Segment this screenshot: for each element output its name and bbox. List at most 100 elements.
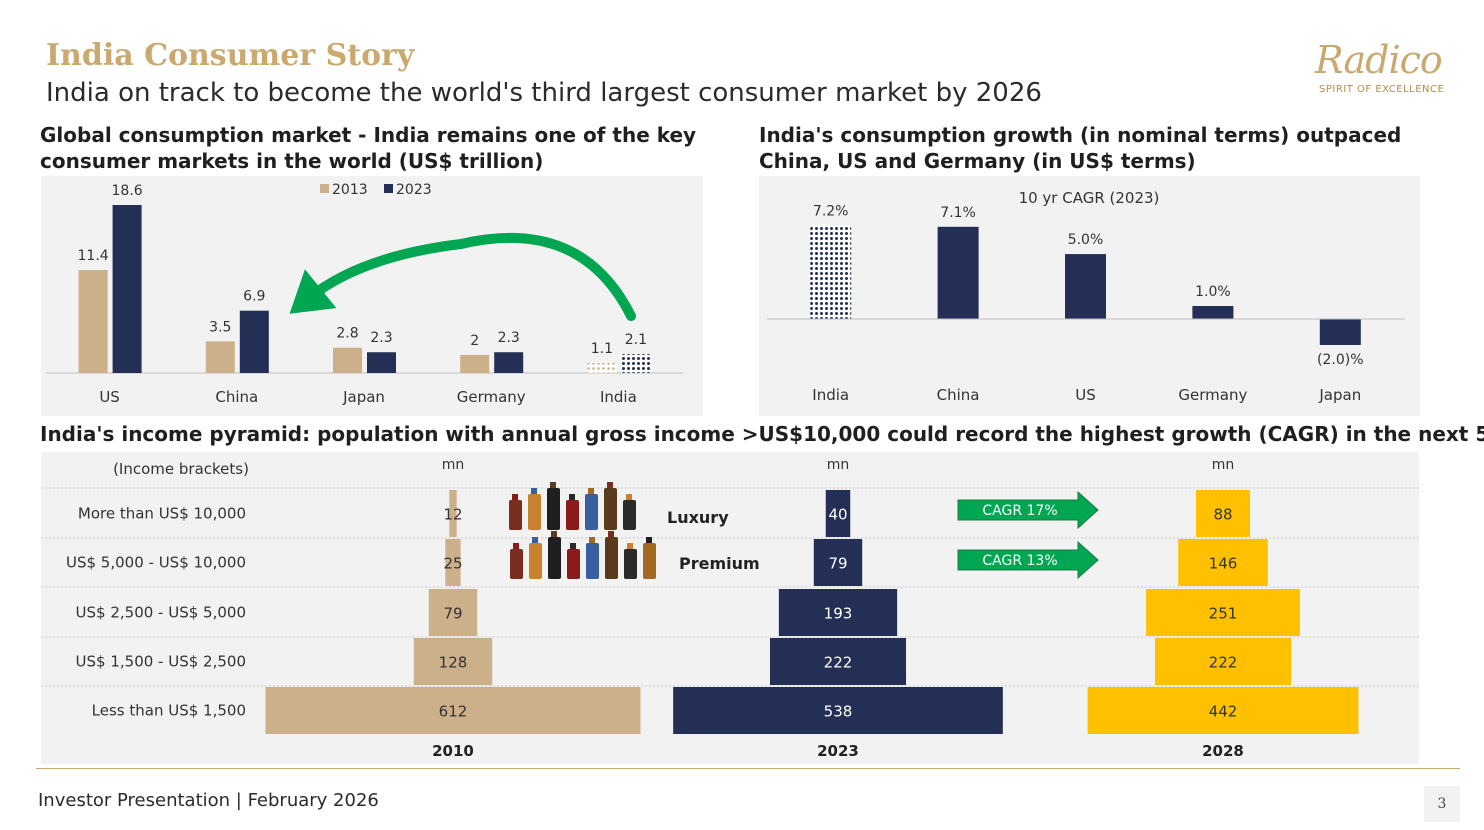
cagr-arrow-label: CAGR 13% bbox=[982, 553, 1057, 569]
income-bracket-label: US$ 1,500 - US$ 2,500 bbox=[76, 653, 246, 671]
luxury-bottle-icon bbox=[626, 494, 632, 502]
cagr-data-label: 1.0% bbox=[1195, 284, 1231, 300]
income-pyramid-title: India's income pyramid: population with … bbox=[40, 422, 1484, 446]
luxury-bottle-icon bbox=[604, 488, 617, 530]
bar-2023 bbox=[112, 205, 142, 373]
cagr-arrow-shape bbox=[957, 540, 1099, 580]
global-consumption-chart: 11.4 18.6 US 3.5 6.9 China 2.8 2.3 Japan 2 2.3 Germ… bbox=[41, 176, 703, 416]
legend-label-2013: 2013 bbox=[332, 182, 368, 198]
luxury-bottle-icon bbox=[528, 494, 541, 530]
cagr-svg: 10 yr CAGR (2023) 7.2% India 7.1% China 5.0% U… bbox=[767, 189, 1405, 404]
unit-label: mn bbox=[442, 457, 465, 473]
data-label-2013: 1.1 bbox=[591, 341, 613, 357]
data-label-2013: 3.5 bbox=[209, 319, 231, 335]
cagr-data-label: (2.0)% bbox=[1317, 352, 1364, 368]
cagr-bar bbox=[1192, 306, 1234, 319]
global-market-chart-title: Global consumption market - India remain… bbox=[40, 123, 697, 173]
pyramid-value-label: 222 bbox=[1209, 654, 1238, 672]
legend-swatch-2013 bbox=[320, 184, 329, 193]
income-pyramid-chart: (Income brackets) More than US$ 10,000 US$… bbox=[41, 452, 1419, 764]
premium-bottle-icon bbox=[510, 549, 523, 579]
india-to-japan-arrow bbox=[289, 232, 636, 321]
x-tick-label: Germany bbox=[457, 388, 526, 406]
x-tick-label: US bbox=[99, 388, 120, 406]
radico-logo: Radico SPIRIT OF EXCELLENCE bbox=[1305, 38, 1465, 104]
pyramid-bar-2010 bbox=[413, 638, 493, 685]
bar-2023 bbox=[494, 352, 524, 373]
pyramid-value-label: 146 bbox=[1209, 555, 1238, 573]
pyramid-value-label: 79 bbox=[443, 605, 462, 623]
premium-bottle-icon bbox=[589, 537, 595, 545]
premium-bottle-icon bbox=[643, 543, 656, 579]
income-pyramid-svg: (Income brackets) More than US$ 10,000 US$… bbox=[41, 457, 1419, 760]
premium-bottle-icon bbox=[529, 543, 542, 579]
luxury-bottle-icon bbox=[585, 494, 598, 530]
pyramid-bar-2028 bbox=[1196, 490, 1250, 537]
cagr-data-label: 7.1% bbox=[940, 205, 976, 221]
pyramid-bar-2023 bbox=[769, 638, 907, 685]
pyramid-bar-2028 bbox=[1146, 589, 1300, 636]
cagr-chart-subtitle: 10 yr CAGR (2023) bbox=[1019, 189, 1160, 207]
data-label-2013: 2 bbox=[470, 333, 479, 349]
premium-bottle-icon bbox=[532, 537, 538, 545]
data-label-2023: 6.9 bbox=[243, 289, 265, 305]
year-label: 2010 bbox=[432, 742, 474, 760]
row-header-label: (Income brackets) bbox=[113, 460, 249, 478]
pyramid-value-label: 40 bbox=[828, 506, 847, 524]
income-bracket-label: More than US$ 10,000 bbox=[78, 505, 246, 523]
pyramid-bar-2010 bbox=[449, 490, 457, 537]
pyramid-value-label: 193 bbox=[824, 605, 853, 623]
premium-bottle-icon bbox=[608, 531, 614, 539]
bar-2023 bbox=[239, 310, 269, 373]
premium-bottle-icon bbox=[627, 543, 633, 551]
luxury-bottle-icon bbox=[512, 494, 518, 502]
bar-2013 bbox=[78, 270, 108, 373]
luxury-bottle-icon bbox=[550, 482, 556, 490]
premium-bottle-icon bbox=[646, 537, 652, 545]
pyramid-value-label: 79 bbox=[828, 555, 847, 573]
x-tick-label: India bbox=[812, 386, 849, 404]
luxury-bottle-icon bbox=[588, 488, 594, 496]
pyramid-value-label: 251 bbox=[1209, 605, 1238, 623]
bar-2013 bbox=[587, 363, 617, 373]
premium-bottle-icon bbox=[548, 537, 561, 579]
premium-bottle-icon bbox=[513, 543, 519, 551]
pyramid-value-label: 128 bbox=[439, 654, 468, 672]
year-label: 2023 bbox=[817, 742, 859, 760]
segment-label-luxury: Luxury bbox=[667, 508, 729, 527]
pyramid-bar-2023 bbox=[778, 589, 898, 636]
pyramid-value-label: 88 bbox=[1213, 506, 1232, 524]
pyramid-bar-2023 bbox=[673, 687, 1003, 734]
page-title: India Consumer Story bbox=[46, 38, 415, 73]
pyramid-bar-2010 bbox=[428, 589, 478, 636]
x-tick-label: China bbox=[215, 388, 258, 406]
cagr-chart: 10 yr CAGR (2023) 7.2% India 7.1% China 5.0% U… bbox=[759, 176, 1420, 416]
footer-divider bbox=[36, 768, 1460, 769]
x-tick-label: Germany bbox=[1178, 386, 1247, 404]
pyramid-bar-2023 bbox=[825, 490, 851, 537]
pyramid-bar-2010 bbox=[445, 539, 461, 586]
unit-label: mn bbox=[1212, 457, 1235, 473]
data-label-2023: 2.1 bbox=[625, 332, 647, 348]
x-tick-label: Japan bbox=[1318, 386, 1361, 404]
logo-wordmark: Radico bbox=[1315, 38, 1443, 82]
data-label-2013: 2.8 bbox=[336, 326, 358, 342]
bar-2023 bbox=[621, 354, 651, 373]
luxury-bottle-icon bbox=[531, 488, 537, 496]
cagr-arrow-shape bbox=[957, 490, 1099, 530]
x-tick-label: US bbox=[1075, 386, 1096, 404]
x-tick-label: Japan bbox=[342, 388, 385, 406]
cagr-chart-title: India's consumption growth (in nominal t… bbox=[759, 123, 1402, 173]
pyramid-value-label: 538 bbox=[824, 703, 853, 721]
luxury-bottle-icon bbox=[509, 500, 522, 530]
year-label: 2028 bbox=[1202, 742, 1244, 760]
x-tick-label: India bbox=[600, 388, 637, 406]
pyramid-value-label: 612 bbox=[439, 703, 468, 721]
pyramid-bar-2028 bbox=[1154, 638, 1292, 685]
luxury-bottle-icon bbox=[547, 488, 560, 530]
segment-label-premium: Premium bbox=[679, 554, 760, 573]
bar-2013 bbox=[333, 347, 362, 373]
legend-swatch-2023 bbox=[384, 184, 393, 193]
luxury-bottle-icon bbox=[623, 500, 636, 530]
pyramid-bar-2028 bbox=[1087, 687, 1359, 734]
